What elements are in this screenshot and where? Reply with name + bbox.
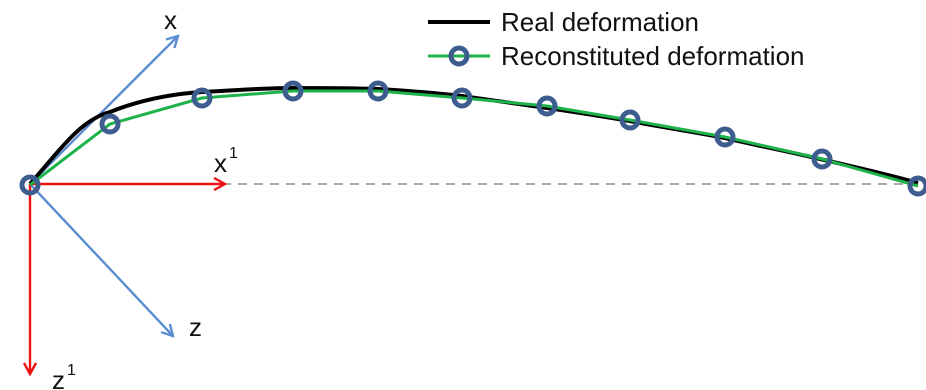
marker-point — [191, 87, 213, 109]
marker-point — [619, 109, 641, 131]
real-deformation-curve — [28, 85, 919, 186]
marker-point — [451, 87, 473, 109]
reconstituted-deformation-curve — [29, 89, 919, 188]
legend-reconstituted-label: Reconstituted deformation — [501, 41, 805, 71]
marker-point — [99, 113, 121, 135]
marker-point — [907, 175, 926, 197]
rotated-x-axis — [29, 36, 178, 185]
x-axis-label: x — [164, 5, 177, 35]
marker-point — [811, 148, 833, 170]
marker-point — [367, 80, 389, 102]
legend-real-label: Real deformation — [501, 7, 699, 37]
z-axis-label: z — [189, 312, 202, 342]
marker-point — [282, 80, 304, 102]
marker-point — [714, 126, 736, 148]
rotated-z-axis — [29, 183, 173, 336]
x1-axis-label: x — [214, 148, 227, 178]
marker-point — [19, 174, 41, 196]
reconstituted-markers — [19, 80, 926, 197]
marker-point — [536, 95, 558, 117]
legend: Real deformation Reconstituted deformati… — [428, 7, 805, 71]
z1-axis-superscript: 1 — [67, 362, 76, 379]
x1-axis-superscript: 1 — [229, 145, 238, 162]
z1-axis-label: z — [52, 365, 65, 390]
legend-reconstituted-marker — [448, 45, 470, 67]
